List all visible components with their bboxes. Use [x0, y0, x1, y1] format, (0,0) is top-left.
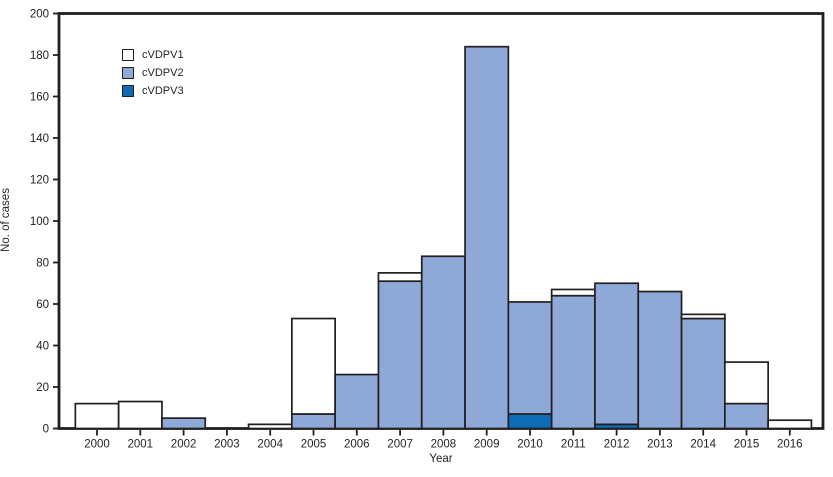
bar-2011-cVDPV1 [550, 288, 596, 297]
y-tick-label-100: 100 [30, 216, 49, 228]
bars-group [74, 45, 813, 430]
legend-label-cvdpv1: cVDPV1 [142, 48, 184, 61]
bar-2002-cVDPV2 [161, 417, 207, 430]
bar-2005-cVDPV1 [291, 317, 337, 415]
bar-2015-cVDPV2 [723, 402, 769, 430]
legend-label-cvdpv3: cVDPV3 [142, 84, 184, 97]
bar-2006-cVDPV2 [334, 373, 380, 430]
legend-entry-cvdpv3: cVDPV3 [122, 84, 184, 97]
y-tick-label-180: 180 [30, 50, 49, 62]
bar-2007-cVDPV2 [377, 280, 423, 430]
legend-entry-cvdpv2: cVDPV2 [122, 66, 184, 79]
bar-2007-cVDPV1 [377, 272, 423, 283]
x-tick-label-2012: 2012 [604, 439, 630, 451]
x-tick-label-2002: 2002 [171, 439, 197, 451]
x-tick-label-2015: 2015 [734, 439, 760, 451]
bar-2009-cVDPV2 [464, 45, 510, 430]
y-tick-label-80: 80 [36, 258, 49, 270]
x-tick-label-2008: 2008 [431, 439, 457, 451]
bar-2012-cVDPV2 [594, 282, 640, 426]
bar-2014-cVDPV1 [680, 313, 726, 320]
x-tick-label-2013: 2013 [647, 439, 673, 451]
bar-2004-cVDPV1 [247, 423, 293, 430]
y-tick-label-200: 200 [30, 9, 49, 21]
x-tick-label-2016: 2016 [777, 439, 803, 451]
legend-label-cvdpv2: cVDPV2 [142, 66, 184, 79]
x-tick-label-2011: 2011 [561, 439, 586, 451]
y-tick-label-40: 40 [36, 341, 49, 353]
x-tick-label-2003: 2003 [214, 439, 240, 451]
y-tick-label-120: 120 [30, 175, 49, 187]
y-tick-label-140: 140 [30, 133, 49, 145]
x-tick-label-2009: 2009 [474, 439, 500, 451]
legend-swatch-cvdpv3-icon [122, 84, 134, 97]
y-tick-label-160: 160 [30, 92, 49, 104]
bar-2010-cVDPV3 [507, 413, 553, 430]
y-tick-label-0: 0 [43, 424, 49, 436]
x-tick-label-2014: 2014 [690, 439, 716, 451]
y-tick-label-60: 60 [36, 299, 49, 311]
bar-2013-cVDPV2 [637, 290, 683, 430]
bar-2011-cVDPV2 [550, 294, 596, 430]
legend-swatch-cvdpv1-icon [122, 48, 134, 61]
x-tick-label-2006: 2006 [344, 439, 370, 451]
bar-2005-cVDPV2 [291, 413, 337, 430]
legend-swatch-cvdpv2-icon [122, 66, 134, 79]
x-tick-label-2005: 2005 [301, 439, 327, 451]
x-tick-label-2007: 2007 [387, 439, 413, 451]
bar-2008-cVDPV2 [420, 255, 466, 430]
y-tick-label-20: 20 [36, 382, 49, 394]
x-tick-label-2010: 2010 [517, 439, 543, 451]
x-tick-label-2000: 2000 [84, 439, 110, 451]
x-tick-label-2004: 2004 [257, 439, 283, 451]
y-axis-title: No. of cases [0, 188, 12, 252]
bar-2001-cVDPV1 [117, 400, 163, 430]
bar-2016-cVDPV1 [767, 419, 813, 430]
bar-2000-cVDPV1 [74, 402, 120, 430]
bar-2015-cVDPV1 [723, 361, 769, 405]
legend: cVDPV1 cVDPV2 cVDPV3 [122, 48, 184, 102]
x-axis-title: Year [429, 453, 453, 465]
x-tick-label-2001: 2001 [128, 439, 154, 451]
legend-entry-cvdpv1: cVDPV1 [122, 48, 184, 61]
bar-2014-cVDPV2 [680, 317, 726, 430]
bar-2010-cVDPV2 [507, 301, 553, 415]
